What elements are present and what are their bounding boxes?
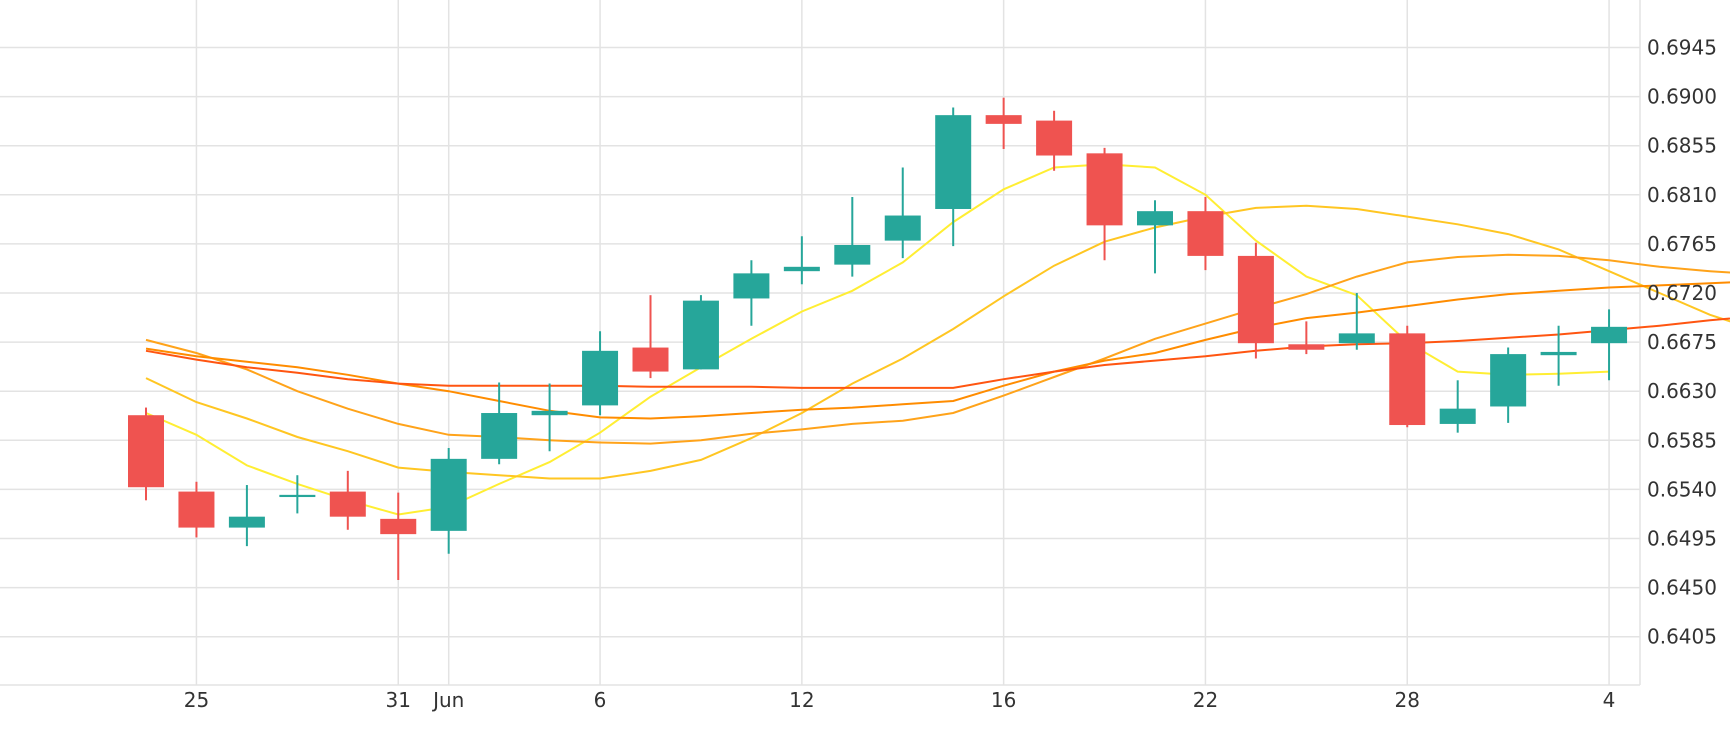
y-tick-label: 0.6540 [1647,477,1717,501]
x-tick-label: 4 [1603,688,1616,712]
y-tick-label: 0.6675 [1647,330,1717,354]
candle [178,481,215,538]
candle [582,331,619,416]
candle-body [632,347,669,372]
moving-average-line-5 [145,317,1730,389]
moving-average-lines [145,163,1730,516]
y-tick-label: 0.6450 [1647,576,1717,600]
candle-body [1490,354,1527,407]
x-tick-label: 12 [789,688,814,712]
candle-body [1540,351,1577,356]
candle [1187,196,1224,271]
candles [128,97,1628,580]
candle [279,475,316,514]
candle [632,295,669,379]
y-tick-label: 0.6720 [1647,281,1717,305]
moving-average-line-2 [145,204,1730,480]
candle [531,383,568,452]
candle-body [1187,211,1224,256]
candle-body [279,494,316,498]
y-tick-label: 0.6900 [1647,85,1717,109]
y-tick-label: 0.6495 [1647,527,1717,551]
candle [1288,321,1325,355]
candle-body [128,415,164,488]
candle [1086,147,1123,261]
chart-grid [0,0,1641,686]
y-tick-label: 0.6810 [1647,183,1717,207]
candle [430,447,467,554]
candle-body [430,458,467,531]
x-axis-ticks: 25 31 Jun 6 12 16 22 28 4 [184,688,1616,712]
candle [783,236,820,285]
y-axis-ticks: 0.6945 0.6900 0.6855 0.6810 0.6765 0.6720 0.66… [1647,36,1717,649]
x-tick-label: 16 [991,688,1016,712]
x-tick-label: 6 [594,688,607,712]
y-tick-label: 0.6585 [1647,428,1717,452]
candle-body [935,115,972,209]
candle-body [1036,120,1073,156]
moving-average-line-3 [145,253,1730,445]
candle-body [531,410,568,416]
candle [884,167,921,259]
candle-body [1338,333,1375,344]
candle-body [582,350,619,406]
candle [682,295,719,370]
candle-body [481,413,518,459]
y-tick-label: 0.6945 [1647,36,1717,60]
candle [128,407,164,501]
candle-body [228,516,265,528]
x-tick-label: 22 [1193,688,1218,712]
candle-body [884,215,921,241]
candle-body [178,491,215,528]
candle [481,382,518,465]
x-tick-label: 31 [386,688,411,712]
y-tick-label: 0.6630 [1647,379,1717,403]
candle [985,97,1022,149]
candle [1237,242,1274,359]
candle [1591,309,1628,381]
candle [1137,200,1173,274]
candle [935,107,972,247]
y-tick-label: 0.6405 [1647,625,1717,649]
candle-body [1086,153,1123,226]
candle-body [682,300,719,370]
candle-body [834,244,871,265]
moving-average-line-4 [145,281,1730,420]
candle-body [733,273,770,299]
candle-body [1137,211,1173,226]
candle [380,492,417,580]
candle [329,470,366,530]
candle [1389,325,1426,428]
candle [1036,110,1073,171]
candle [834,196,871,277]
candle [1540,325,1577,386]
candle-body [329,491,366,517]
candle-body [380,518,417,535]
candle-body [1237,255,1274,344]
moving-average-line-1 [145,163,1610,516]
candle-body [1288,344,1325,350]
candle-body [1439,408,1476,424]
candle-body [985,115,1022,124]
x-tick-label: 25 [184,688,209,712]
candle [1338,293,1375,350]
candle-body [1591,326,1628,344]
candle [1490,347,1527,423]
candle-body [1389,333,1426,426]
x-tick-label: 28 [1395,688,1420,712]
y-tick-label: 0.6765 [1647,232,1717,256]
x-tick-label: Jun [431,688,464,712]
candle [733,260,770,326]
candle-body [783,266,820,272]
candle [1439,380,1476,433]
y-tick-label: 0.6855 [1647,134,1717,158]
candle [228,485,265,547]
